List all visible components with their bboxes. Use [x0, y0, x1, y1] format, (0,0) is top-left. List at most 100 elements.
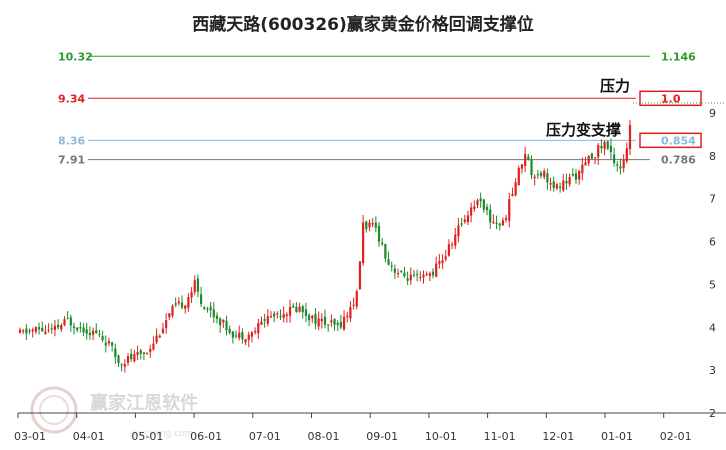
- candle: [155, 328, 158, 345]
- candle-body: [79, 327, 82, 329]
- candle-body: [603, 141, 606, 150]
- candle-body: [447, 244, 451, 256]
- x-tick-label: 07-01: [249, 430, 281, 443]
- candle-body: [288, 306, 292, 316]
- candle: [63, 316, 66, 327]
- candle: [628, 120, 632, 156]
- candle: [295, 302, 298, 313]
- candle: [123, 359, 126, 373]
- x-tick-label: 02-01: [660, 430, 692, 443]
- candle: [330, 314, 333, 328]
- candle: [374, 216, 377, 233]
- candle-body: [590, 153, 593, 159]
- candle-body: [308, 315, 311, 321]
- candle-body: [517, 168, 520, 186]
- candle: [171, 304, 174, 318]
- candle: [298, 302, 301, 313]
- candle-body: [250, 332, 254, 337]
- candle: [549, 177, 552, 191]
- candle: [412, 270, 416, 278]
- candle-body: [298, 306, 301, 312]
- candle: [225, 315, 228, 336]
- candle-body: [381, 242, 384, 245]
- candle: [384, 243, 387, 263]
- candle: [387, 251, 390, 266]
- candle: [314, 308, 317, 330]
- candle-body: [450, 244, 454, 246]
- candle: [142, 351, 146, 360]
- candle-body: [543, 170, 546, 177]
- candle-body: [165, 320, 168, 329]
- candle-body: [34, 326, 37, 332]
- candle-body: [495, 222, 498, 224]
- candle-body: [314, 313, 317, 324]
- candle-body: [126, 356, 130, 363]
- candle: [130, 348, 133, 362]
- candle: [117, 354, 120, 368]
- candle-body: [562, 180, 565, 191]
- candle: [342, 310, 346, 331]
- candle-body: [355, 291, 358, 307]
- candle: [365, 220, 368, 233]
- candle: [431, 268, 435, 279]
- candle: [552, 176, 555, 192]
- candle-body: [145, 353, 149, 355]
- candle: [212, 302, 215, 324]
- candle: [622, 154, 625, 173]
- candle-body: [25, 328, 28, 334]
- candle: [428, 271, 431, 282]
- candle-body: [120, 364, 123, 366]
- candle: [539, 170, 543, 179]
- candle: [390, 261, 393, 272]
- candle: [288, 299, 292, 323]
- candle-body: [514, 182, 517, 196]
- candle: [606, 140, 609, 151]
- x-tick-label: 04-01: [73, 430, 105, 443]
- candle: [504, 214, 508, 223]
- candle-body: [482, 199, 485, 210]
- candle: [495, 215, 498, 230]
- candle: [527, 153, 530, 161]
- candle: [368, 219, 371, 232]
- candle-body: [66, 318, 69, 320]
- candle: [454, 227, 457, 249]
- candle: [187, 293, 190, 312]
- candle-body: [339, 322, 342, 328]
- candle-body: [368, 222, 371, 228]
- candle-body: [260, 321, 263, 325]
- candle-body: [177, 301, 180, 304]
- candle-body: [352, 304, 355, 306]
- candle-body: [504, 218, 508, 220]
- candle: [489, 204, 492, 229]
- candle: [196, 274, 200, 298]
- candle-body: [184, 305, 187, 309]
- candle: [18, 327, 22, 334]
- candle-body: [53, 325, 57, 331]
- candle-body: [60, 325, 63, 330]
- candle-body: [238, 332, 241, 339]
- candle-body: [266, 316, 269, 324]
- candle: [95, 323, 98, 334]
- candle: [76, 327, 79, 333]
- candle-body: [101, 336, 104, 341]
- candle-body: [180, 302, 184, 308]
- x-tick-label: 12-01: [542, 430, 574, 443]
- candle: [206, 306, 209, 313]
- candle-body: [387, 259, 390, 265]
- candle-body: [463, 219, 466, 222]
- candle: [304, 302, 308, 323]
- candle: [107, 337, 111, 347]
- candle-body: [584, 162, 587, 166]
- watermark-logo-inner-icon: [39, 395, 69, 425]
- candle-body: [193, 280, 196, 293]
- candle-body: [374, 222, 377, 228]
- candle-body: [571, 174, 574, 176]
- candle: [114, 343, 117, 365]
- candle: [44, 324, 47, 335]
- candle-body: [476, 200, 479, 205]
- candle-body: [501, 220, 505, 226]
- candle-body: [485, 206, 489, 211]
- candle-body: [390, 265, 393, 267]
- candle-body: [304, 309, 308, 316]
- candle-body: [72, 326, 76, 329]
